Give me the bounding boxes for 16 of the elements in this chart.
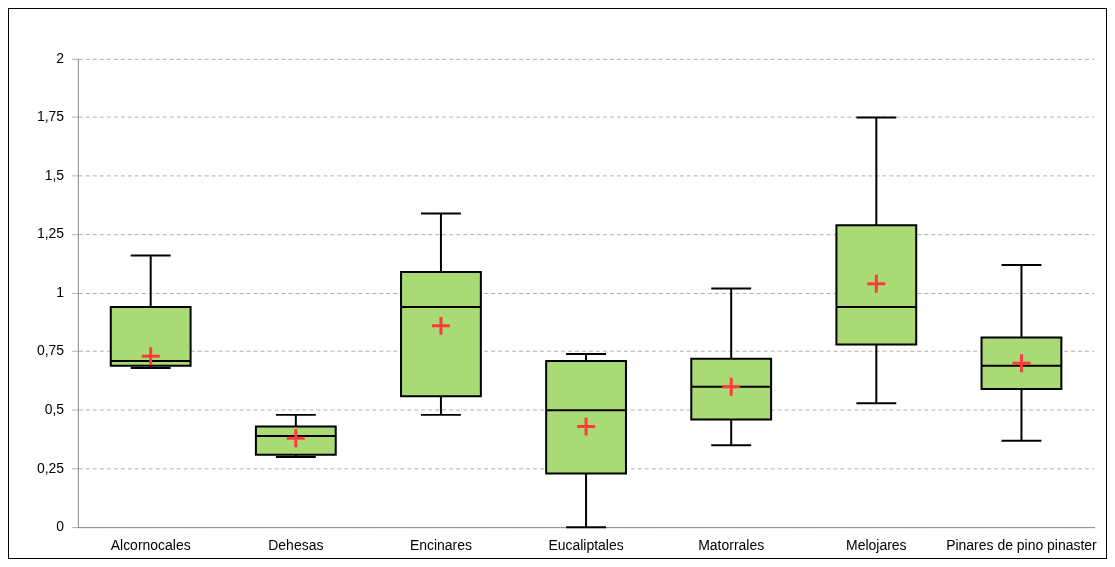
- x-tick-label: Melojares: [846, 537, 907, 554]
- y-tick-label: 0,25: [36, 459, 65, 476]
- x-tick-label: Eucaliptales: [548, 537, 624, 554]
- y-tick-label: 0,5: [44, 401, 65, 418]
- y-tick-label: 1: [56, 283, 65, 300]
- x-tick-label: Pinares de pino pinaster: [946, 537, 1098, 554]
- x-tick-label: Encinares: [409, 537, 473, 554]
- y-tick-label: 0,75: [36, 342, 65, 359]
- y-tick-label: 1,5: [44, 166, 65, 183]
- x-tick-label: Matorrales: [698, 537, 765, 554]
- y-tick-label: 0: [56, 518, 65, 535]
- x-tick-label: Alcornocales: [110, 537, 191, 554]
- x-tick-label: Dehesas: [268, 537, 324, 554]
- y-tick-label: 1,75: [36, 108, 65, 125]
- y-tick-label: 1,25: [36, 225, 65, 242]
- y-tick-label: 2: [56, 49, 65, 66]
